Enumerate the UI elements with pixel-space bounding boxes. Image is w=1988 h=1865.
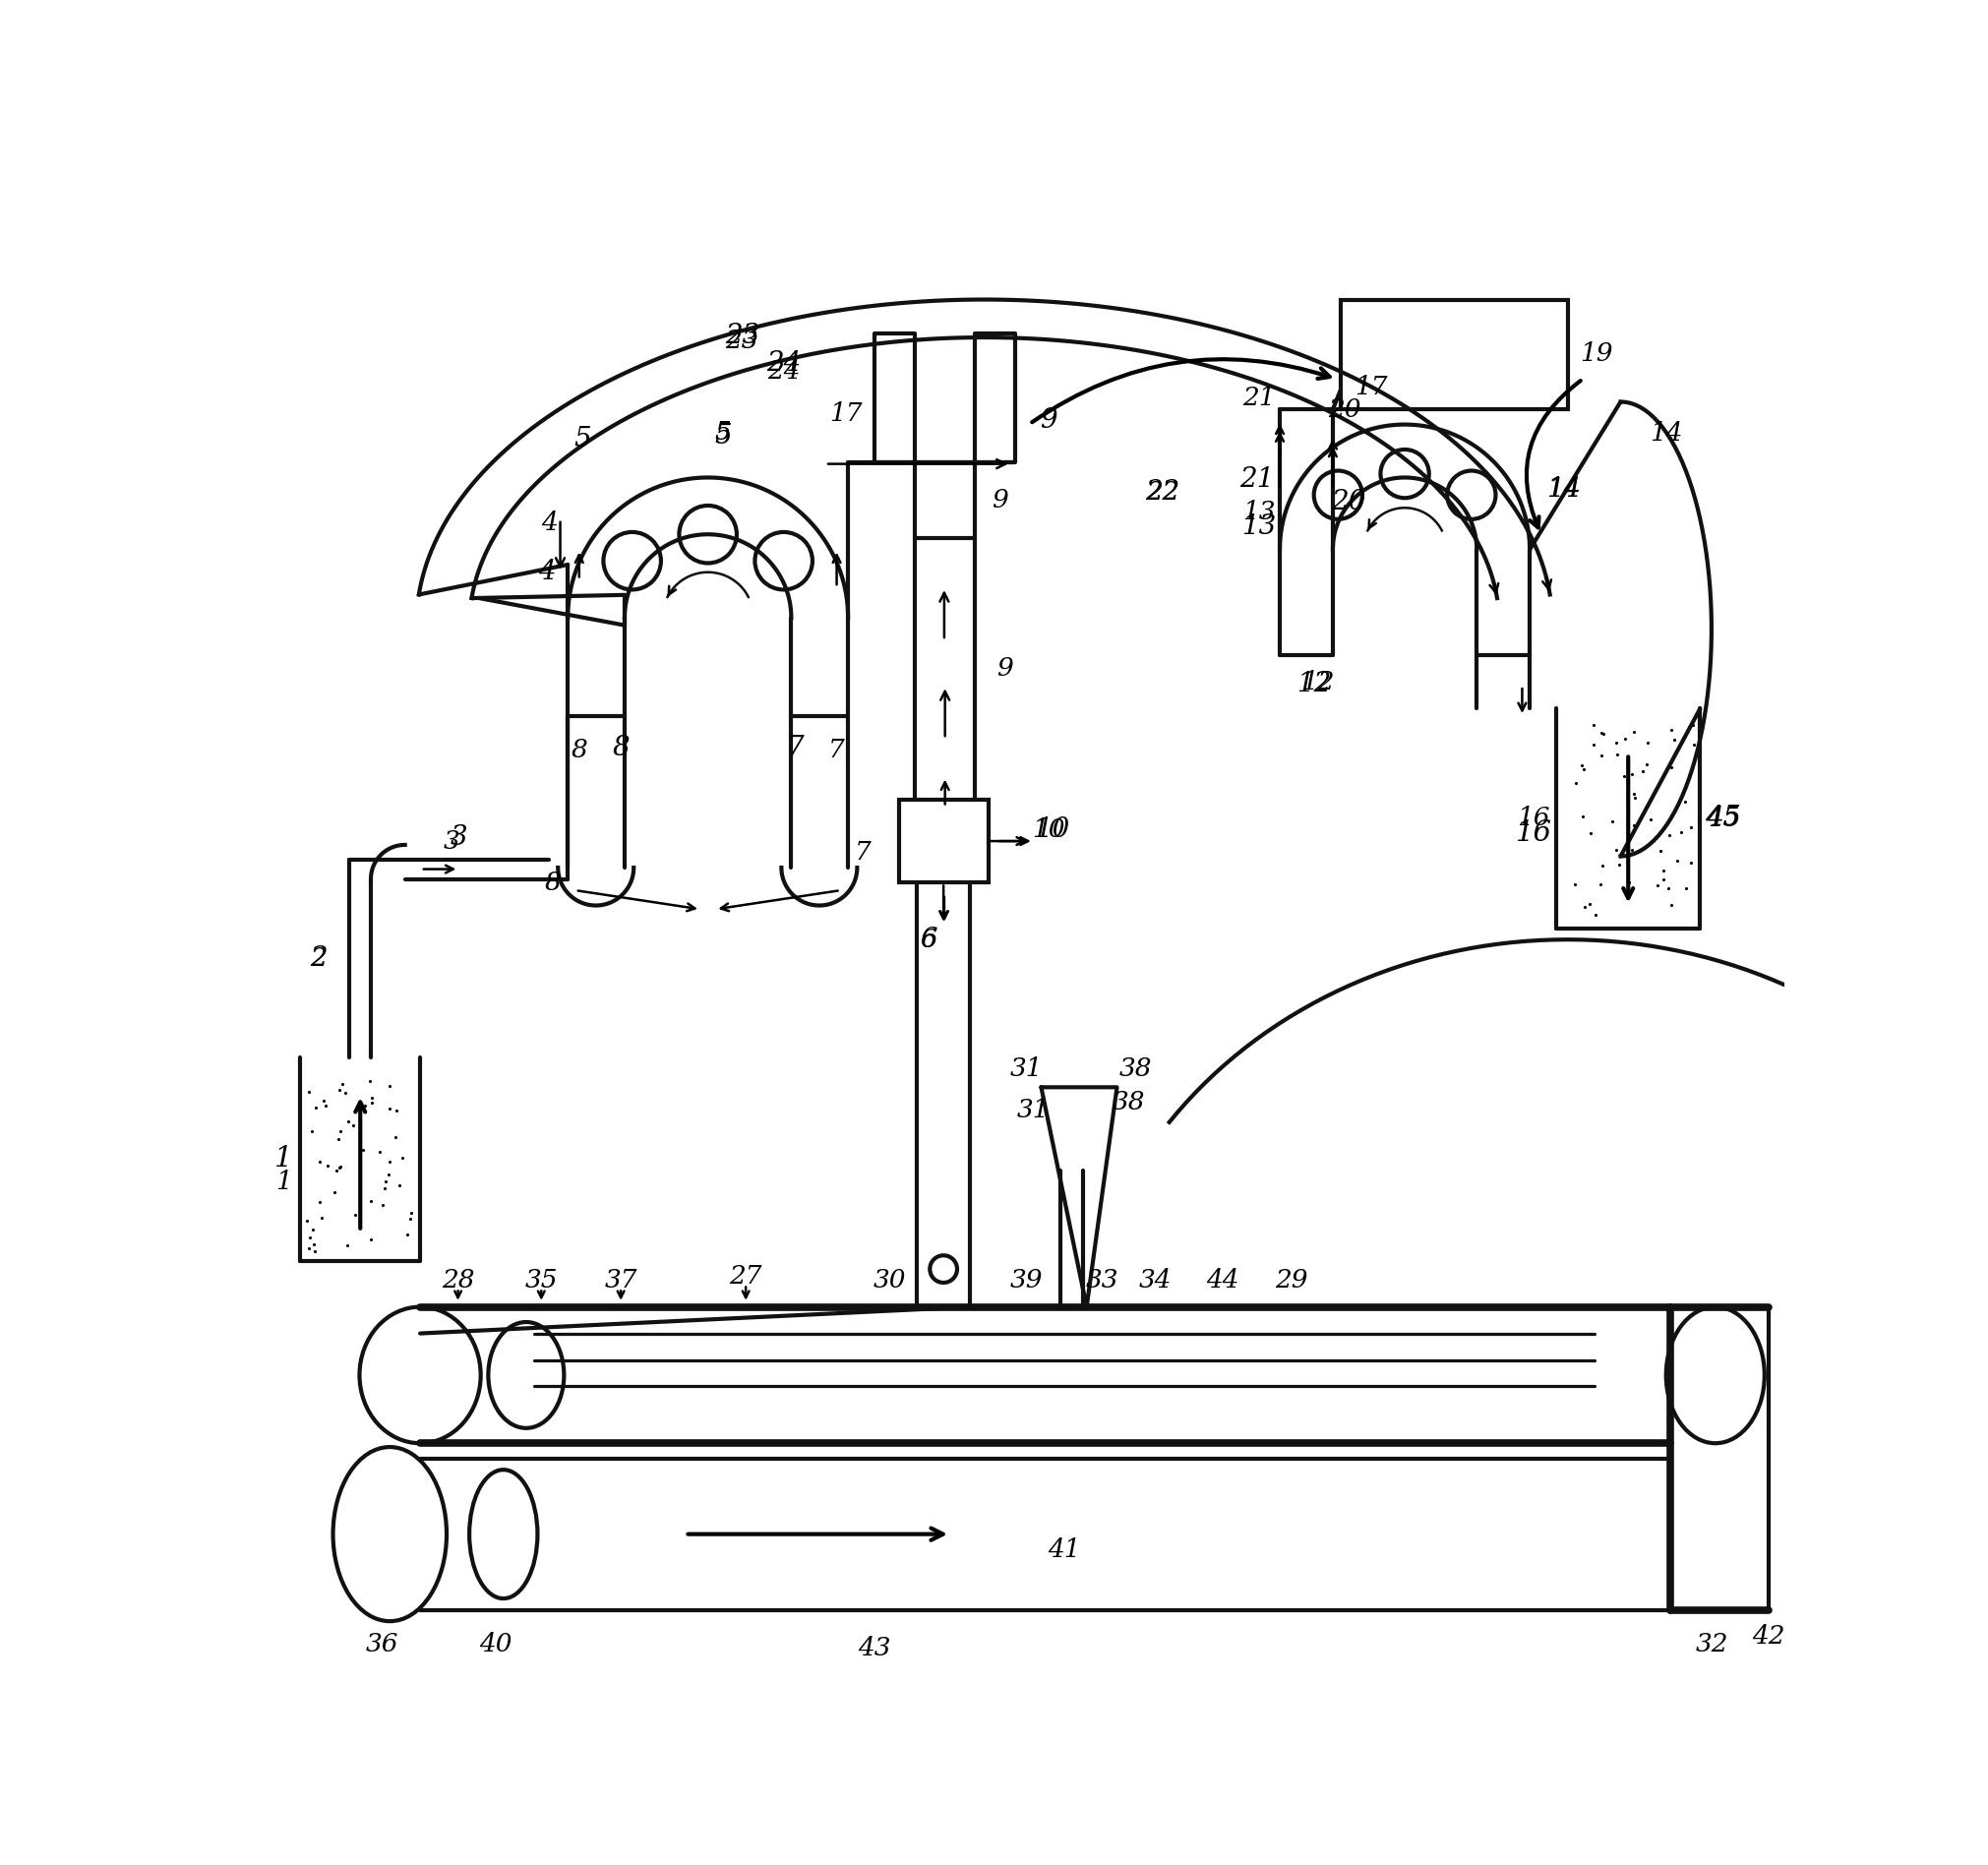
Text: 13: 13 (1242, 500, 1274, 524)
Text: 7: 7 (855, 839, 871, 865)
Text: 19: 19 (1580, 341, 1612, 366)
Text: 1: 1 (274, 1145, 292, 1173)
Text: 35: 35 (525, 1268, 559, 1292)
Text: 36: 36 (366, 1632, 400, 1656)
Text: 2: 2 (310, 946, 326, 972)
Text: 6: 6 (920, 927, 936, 953)
Text: 40: 40 (479, 1632, 513, 1656)
Text: 27: 27 (730, 1264, 761, 1289)
Text: 8: 8 (545, 871, 561, 895)
Text: 8: 8 (612, 735, 630, 761)
Text: 39: 39 (1010, 1268, 1042, 1292)
Text: 16: 16 (1517, 806, 1551, 830)
Text: 1: 1 (276, 1169, 292, 1194)
Text: 7: 7 (787, 735, 803, 761)
Text: 10: 10 (1036, 817, 1070, 843)
Text: 22: 22 (1145, 479, 1179, 505)
Text: 9: 9 (992, 489, 1008, 513)
Text: 2: 2 (310, 946, 328, 972)
Text: 44: 44 (1207, 1268, 1239, 1292)
Text: 4: 4 (541, 511, 557, 535)
Text: 14: 14 (1547, 476, 1580, 502)
Text: 23: 23 (726, 328, 759, 354)
Text: 24: 24 (765, 351, 801, 377)
Text: 21: 21 (1242, 386, 1274, 410)
Bar (899, 800, 988, 882)
Text: 43: 43 (859, 1636, 891, 1660)
Text: 3: 3 (443, 828, 459, 854)
Text: 17: 17 (1354, 375, 1388, 399)
Text: 8: 8 (571, 739, 586, 763)
Text: 33: 33 (1085, 1268, 1119, 1292)
Text: 10: 10 (1032, 817, 1066, 841)
Text: 41: 41 (1048, 1537, 1079, 1561)
Text: 5: 5 (714, 423, 732, 449)
Text: 30: 30 (873, 1268, 907, 1292)
Text: 28: 28 (441, 1268, 475, 1292)
Text: 42: 42 (1751, 1624, 1785, 1649)
Bar (1340, 300, 1569, 408)
Text: 31: 31 (1010, 1056, 1042, 1080)
Text: 34: 34 (1139, 1268, 1171, 1292)
Text: 5: 5 (575, 427, 592, 453)
Text: 45: 45 (1704, 804, 1741, 832)
Text: 45: 45 (1706, 806, 1740, 830)
Text: 6: 6 (920, 927, 936, 951)
Text: 7: 7 (829, 739, 845, 763)
Text: 23: 23 (726, 323, 759, 349)
Text: 24: 24 (767, 360, 799, 384)
Text: 12: 12 (1302, 670, 1334, 694)
Text: 5: 5 (716, 420, 732, 444)
Text: 14: 14 (1547, 477, 1580, 502)
Text: 9: 9 (996, 656, 1014, 681)
Text: 3: 3 (449, 824, 467, 850)
Text: 13: 13 (1241, 513, 1276, 541)
Text: 31: 31 (1018, 1098, 1050, 1123)
Text: 21: 21 (1241, 466, 1274, 492)
Text: 14: 14 (1650, 421, 1682, 446)
Text: 17: 17 (829, 401, 863, 425)
Text: 20: 20 (1330, 489, 1366, 515)
Text: 29: 29 (1274, 1268, 1308, 1292)
Text: 12: 12 (1296, 671, 1332, 698)
Text: 9: 9 (1040, 407, 1058, 435)
Text: 4: 4 (539, 559, 555, 586)
Text: 38: 38 (1119, 1056, 1153, 1080)
Text: 16: 16 (1515, 821, 1553, 847)
Text: 22: 22 (1145, 481, 1179, 505)
Text: 37: 37 (604, 1268, 638, 1292)
Text: 32: 32 (1696, 1632, 1728, 1656)
Text: 38: 38 (1111, 1091, 1145, 1115)
Text: 20: 20 (1328, 397, 1360, 421)
